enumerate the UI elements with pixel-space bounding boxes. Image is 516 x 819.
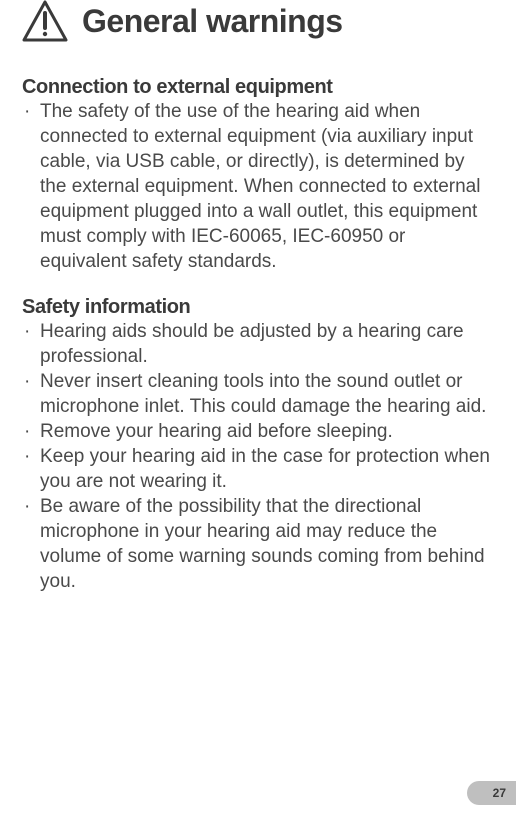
heading-connection: Connection to external equipment xyxy=(22,76,494,99)
page-header: General warnings xyxy=(22,0,494,42)
list-item: Remove your hearing aid before sleeping. xyxy=(22,419,494,444)
page: General warnings Connection to external … xyxy=(0,0,516,819)
page-title: General warnings xyxy=(82,3,343,40)
page-number-pill: 27 xyxy=(467,781,516,805)
section-safety: Safety information Hearing aids should b… xyxy=(22,296,494,594)
section-connection: Connection to external equipment The saf… xyxy=(22,76,494,274)
list-connection: The safety of the use of the hearing aid… xyxy=(22,99,494,274)
list-item: Never insert cleaning tools into the sou… xyxy=(22,369,494,419)
list-item: Keep your hearing aid in the case for pr… xyxy=(22,444,494,494)
page-number: 27 xyxy=(493,786,506,800)
list-item: Be aware of the possibility that the dir… xyxy=(22,494,494,594)
warning-triangle-icon xyxy=(22,0,68,42)
list-safety: Hearing aids should be adjusted by a hea… xyxy=(22,319,494,594)
list-item: The safety of the use of the hearing aid… xyxy=(22,99,494,274)
heading-safety: Safety information xyxy=(22,296,494,319)
list-item: Hearing aids should be adjusted by a hea… xyxy=(22,319,494,369)
